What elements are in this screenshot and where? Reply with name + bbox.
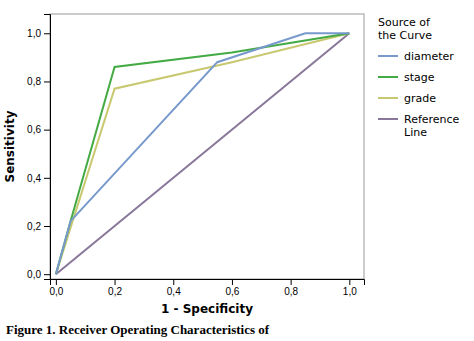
legend-label: ReferenceLine [404, 113, 460, 139]
legend-label: stage [404, 71, 435, 84]
x-axis-line [51, 280, 365, 286]
x-axis: 0,0 0,2 0,4 0,6 0,8 1,0 [49, 279, 364, 297]
y-tick-label: 0,8 [27, 76, 41, 87]
x-tick-label: 0,0 [49, 286, 63, 297]
plot: 0,0 0,2 0,4 0,6 0,8 1,0 0,0 0,2 0,4 0,6 0,8 1,0 [27, 14, 364, 297]
x-tick: 0,2 [108, 279, 122, 297]
series-line [56, 33, 349, 274]
lines [56, 33, 349, 274]
legend-swatch [378, 76, 398, 78]
y-tick-label: 1,0 [27, 28, 41, 39]
x-tick: 0,6 [225, 279, 239, 297]
legend-item: grade [378, 92, 436, 105]
legend-item: ReferenceLine [378, 113, 460, 139]
x-tick-label: 0,2 [108, 286, 122, 297]
series-line [56, 33, 349, 274]
legend-item: diameter [378, 50, 454, 63]
x-tick-mark [291, 279, 292, 285]
x-tick-label: 1,0 [343, 286, 357, 297]
x-tick-mark [115, 279, 116, 285]
x-tick-mark [232, 279, 233, 285]
plot-frame [50, 14, 364, 279]
y-axis-title: Sensitivity [3, 110, 17, 182]
y-tick: 0,6 [27, 124, 50, 135]
caption: Figure 1. Receiver Operating Characteris… [6, 322, 270, 337]
y-tick-mark [44, 81, 50, 82]
series-line [56, 33, 349, 274]
y-axis: 0,0 0,2 0,4 0,6 0,8 1,0 [27, 15, 50, 280]
y-tick: 1,0 [27, 28, 50, 39]
y-axis-line [44, 15, 51, 280]
x-tick-mark [349, 279, 350, 285]
x-tick: 0,0 [49, 279, 63, 297]
legend-title: Source ofthe Curve [378, 16, 432, 42]
y-tick-mark [44, 178, 50, 179]
x-tick: 0,4 [167, 279, 181, 297]
y-tick: 0,2 [27, 221, 50, 232]
chart: 0,0 0,2 0,4 0,6 0,8 1,0 0,0 0,2 0,4 0,6 0,8 1,0 1 - … [0, 0, 474, 341]
y-tick-mark [44, 130, 50, 131]
x-tick: 1,0 [343, 279, 357, 297]
y-tick-label: 0,6 [27, 124, 41, 135]
legend-label: diameter [404, 50, 454, 63]
x-tick-mark [56, 279, 57, 285]
legend-label: grade [404, 92, 436, 105]
y-tick-mark [44, 226, 50, 227]
legend-swatch [378, 55, 398, 57]
y-tick-label: 0,4 [27, 173, 41, 184]
x-tick-label: 0,8 [284, 286, 298, 297]
y-tick: 0,0 [27, 269, 50, 280]
legend-swatch [378, 118, 398, 120]
x-tick-mark [173, 279, 174, 285]
y-tick-mark [44, 274, 50, 275]
legend-swatch [378, 97, 398, 99]
y-tick: 0,4 [27, 173, 50, 184]
y-tick-label: 0,2 [27, 221, 41, 232]
series-line [56, 33, 349, 274]
legend-item: stage [378, 71, 435, 84]
x-axis-title: 1 - Specificity [161, 302, 253, 316]
y-tick-mark [44, 33, 50, 34]
x-tick: 0,8 [284, 279, 298, 297]
legend: Source ofthe Curve diameter stage grade Refe… [378, 16, 460, 139]
x-tick-label: 0,4 [167, 286, 181, 297]
y-tick-label: 0,0 [27, 269, 41, 280]
x-tick-label: 0,6 [225, 286, 239, 297]
y-tick: 0,8 [27, 76, 50, 87]
